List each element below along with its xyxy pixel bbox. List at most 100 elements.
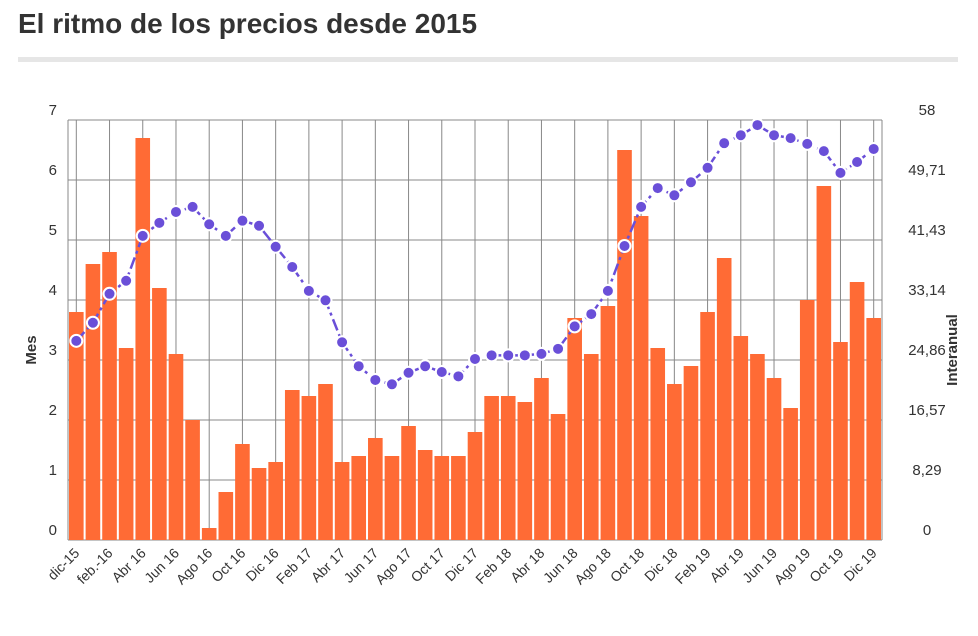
left-tick-label: 2	[49, 402, 57, 419]
x-tick-label: feb.-16	[74, 545, 116, 587]
line-point	[484, 348, 499, 363]
left-axis-title: Mes	[23, 335, 40, 364]
x-tick-label: Ago 17	[372, 545, 415, 588]
line-point	[85, 315, 100, 330]
line-point	[401, 365, 416, 380]
line-point	[202, 217, 217, 232]
bar	[750, 354, 765, 540]
bar	[251, 468, 267, 540]
title-divider	[18, 57, 958, 62]
line-point	[185, 199, 200, 214]
bar	[85, 264, 101, 540]
line-point	[368, 372, 383, 387]
line-point	[833, 165, 848, 180]
line-point	[534, 346, 549, 361]
x-tick-label: Oct 19	[806, 545, 847, 586]
line-point	[152, 215, 167, 230]
right-tick-label: 58	[919, 102, 936, 119]
bar	[633, 216, 649, 540]
line-point	[468, 351, 482, 366]
line-point	[517, 348, 532, 363]
x-tick-label: Abr 18	[507, 545, 548, 586]
line-point	[252, 218, 267, 233]
line-point	[733, 128, 748, 143]
line-point	[650, 181, 665, 196]
x-tick-label: Abr 19	[706, 545, 747, 586]
line-point	[268, 239, 283, 254]
line-point	[800, 136, 815, 151]
x-tick-label: Ago 18	[571, 545, 614, 588]
line-point	[700, 160, 715, 175]
x-tick-label: Ago 19	[771, 545, 814, 588]
line-point	[567, 319, 582, 334]
x-tick-label: Feb 19	[672, 545, 714, 587]
line-point	[168, 204, 183, 219]
bar	[318, 384, 333, 540]
left-tick-label: 6	[49, 162, 57, 179]
bar	[451, 456, 466, 540]
line-point	[551, 341, 566, 356]
line-point	[301, 283, 316, 298]
bar	[849, 282, 865, 540]
right-axis-title: Interanual	[944, 314, 961, 386]
bar	[799, 300, 815, 540]
line-point	[285, 260, 300, 274]
line-point	[318, 293, 333, 308]
bar	[268, 462, 283, 540]
bar	[351, 456, 367, 540]
line-point	[783, 131, 798, 146]
x-tick-label: Abr 16	[108, 545, 149, 586]
line-point	[418, 359, 433, 374]
right-tick-label: 8,29	[912, 462, 941, 479]
line-point	[767, 128, 782, 143]
line-point	[717, 136, 732, 151]
line-point	[584, 307, 599, 322]
bar	[500, 396, 516, 540]
left-tick-label: 0	[49, 522, 57, 539]
bar	[168, 354, 184, 540]
x-tick-label: Feb 17	[273, 545, 315, 587]
bar	[401, 426, 416, 540]
line-point	[235, 213, 250, 228]
bar	[517, 402, 533, 540]
bar	[135, 138, 151, 540]
right-tick-label: 49,71	[908, 162, 946, 179]
right-tick-label: 33,14	[908, 282, 946, 299]
left-tick-label: 7	[49, 102, 57, 119]
line-point	[451, 369, 466, 384]
line-point	[218, 228, 233, 243]
bar	[185, 420, 200, 540]
line-point	[667, 188, 682, 203]
line-point	[102, 286, 117, 301]
line-point	[434, 365, 449, 379]
x-tick-label: Oct 17	[407, 545, 448, 586]
bar	[118, 348, 134, 540]
bar	[301, 396, 317, 540]
bar	[534, 378, 549, 540]
line-point	[119, 273, 134, 288]
bar	[417, 450, 433, 540]
line-point	[600, 283, 615, 298]
bar	[700, 312, 715, 540]
x-tick-label: Oct 16	[208, 545, 249, 586]
bar	[284, 390, 300, 540]
x-tick-label: Ago 16	[173, 545, 216, 588]
bar	[152, 288, 167, 540]
bar	[201, 528, 217, 540]
line-point	[69, 333, 84, 348]
bar	[467, 432, 483, 540]
line-point	[850, 155, 865, 169]
x-tick-label: Abr 17	[308, 545, 349, 586]
x-tick-label: Feb 18	[472, 545, 514, 587]
bar	[650, 348, 666, 540]
bar	[484, 396, 499, 540]
line-point	[384, 377, 399, 392]
right-tick-label: 41,43	[908, 222, 946, 239]
right-tick-label: 24,86	[908, 342, 946, 359]
bar	[235, 444, 250, 540]
bar	[102, 252, 117, 540]
left-tick-label: 4	[49, 282, 57, 299]
x-tick-label: Dic 19	[840, 545, 880, 585]
line-point	[816, 144, 831, 159]
